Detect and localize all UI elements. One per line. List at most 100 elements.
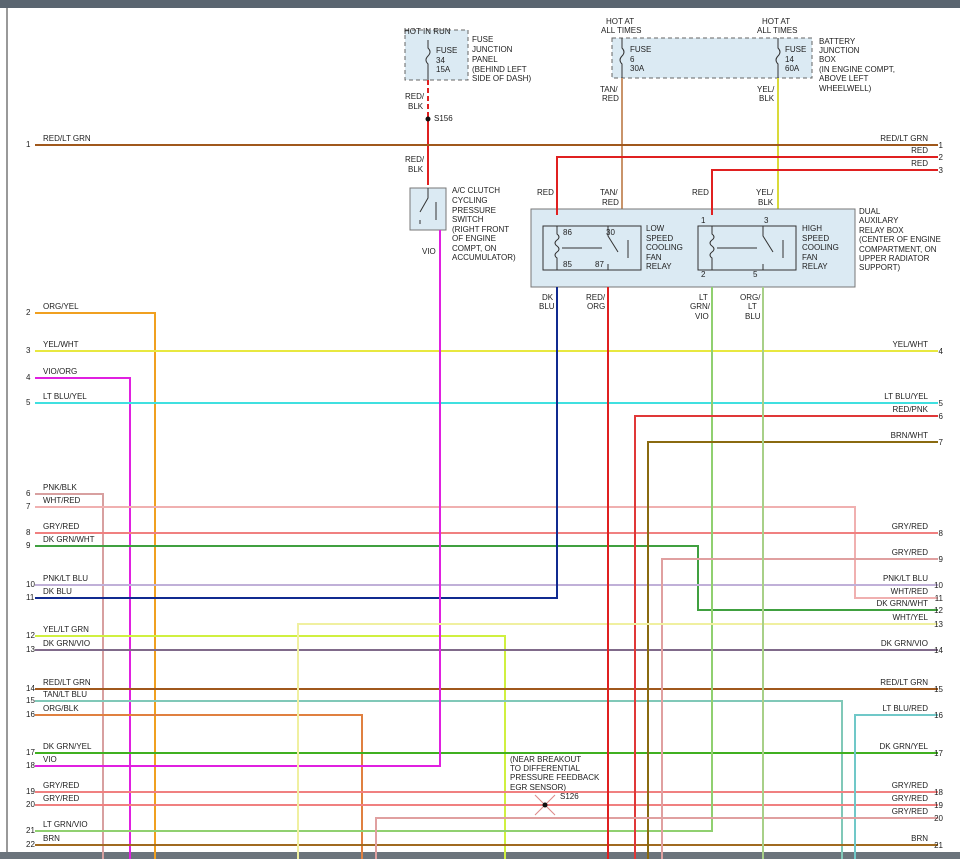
- wire: [711, 169, 938, 215]
- splice: [542, 802, 548, 808]
- pin-number: 21: [934, 841, 943, 850]
- box-desc: JUNCTION: [819, 46, 860, 55]
- fuse-label: 34: [436, 56, 445, 65]
- pin-label: 5: [753, 270, 758, 279]
- wire-label: RED: [692, 188, 709, 197]
- pin-number: 12: [26, 631, 35, 640]
- pin-number: 11: [935, 594, 944, 603]
- wire-label: WHT/RED: [43, 496, 81, 505]
- pin-number: 4: [26, 373, 31, 382]
- pin-number: 12: [934, 606, 943, 615]
- wire-label: RED/LT GRN: [43, 678, 91, 687]
- relay-name: SPEED: [646, 234, 673, 243]
- box-desc: (IN ENGINE COMPT,: [819, 65, 895, 74]
- wire-label: RED/: [405, 92, 425, 101]
- supply-label: ALL TIMES: [601, 26, 641, 35]
- splice-note: (NEAR BREAKOUT: [510, 755, 581, 764]
- splice-spokes: [534, 794, 556, 816]
- fuse-label: 14: [785, 55, 794, 64]
- pin-label: 85: [563, 260, 572, 269]
- relay-name: FAN: [646, 253, 662, 262]
- box-desc: ABOVE LEFT: [819, 74, 868, 83]
- wires: [35, 144, 938, 859]
- wire: [35, 493, 104, 859]
- relay-box-desc: SUPPORT): [859, 263, 901, 272]
- wire: [556, 156, 938, 215]
- wire-label: VIO: [43, 755, 57, 764]
- relay-box-desc: (CENTER OF ENGINE: [859, 235, 941, 244]
- wire-label: WHT/YEL: [892, 613, 928, 622]
- wire-label: RED/: [586, 293, 606, 302]
- wire-label: BLK: [408, 102, 424, 111]
- wire: [35, 287, 558, 599]
- panel-desc: PANEL: [472, 55, 498, 64]
- switch-desc: ACCUMULATOR): [452, 253, 516, 262]
- wire-label: VIO/ORG: [43, 367, 77, 376]
- pin-number: 2: [939, 153, 944, 162]
- fuse-label: FUSE: [436, 46, 457, 55]
- switch-desc: A/C CLUTCH: [452, 186, 500, 195]
- switch-desc: CYCLING: [452, 196, 488, 205]
- wire-label: TAN/: [600, 85, 618, 94]
- box-desc: WHEELWELL): [819, 84, 872, 93]
- wire-label: RED/LT GRN: [43, 134, 91, 143]
- relay-name: RELAY: [646, 262, 672, 271]
- pin-number: 3: [26, 346, 31, 355]
- wire-label: BLU: [539, 302, 555, 311]
- pin-label: 1: [701, 216, 706, 225]
- wire-label: LT BLU/YEL: [884, 392, 928, 401]
- wire-label: GRY/RED: [43, 781, 80, 790]
- relay: [542, 225, 642, 271]
- fuse-symbol: [619, 38, 781, 78]
- fuse-label: 60A: [785, 64, 800, 73]
- box-desc: BATTERY: [819, 37, 856, 46]
- pin-label: 2: [701, 270, 706, 279]
- wire-label: WHT/RED: [891, 587, 929, 596]
- wire-label: TAN/: [600, 188, 618, 197]
- wire-label: LT BLU/YEL: [43, 392, 87, 401]
- wire-label: YEL/WHT: [43, 340, 79, 349]
- wire-label: ORG: [587, 302, 605, 311]
- wire-label: BRN/WHT: [891, 431, 928, 440]
- relay-box-desc: AUXILARY: [859, 216, 899, 225]
- wire-label: LT BLU/RED: [883, 704, 929, 713]
- pin-label: 3: [764, 216, 769, 225]
- wire-label: PNK/LT BLU: [883, 574, 928, 583]
- wire-label: DK: [542, 293, 554, 302]
- panel-desc: (BEHIND LEFT: [472, 65, 527, 74]
- relay-name: HIGH: [802, 224, 822, 233]
- relay-name: LOW: [646, 224, 665, 233]
- wire-label: RED: [537, 188, 554, 197]
- pin-number: 14: [934, 646, 943, 655]
- panel-desc: FUSE: [472, 35, 493, 44]
- wire-label: DK GRN/WHT: [43, 535, 95, 544]
- pin-number: 20: [934, 814, 943, 823]
- wire-label: DK GRN/VIO: [43, 639, 90, 648]
- wire-label: VIO: [695, 312, 709, 321]
- pin-number: 3: [939, 166, 944, 175]
- pin-number: 22: [26, 840, 35, 849]
- switch-desc: OF ENGINE: [452, 234, 496, 243]
- wire-label: DK BLU: [43, 587, 72, 596]
- pin-number: 8: [939, 529, 944, 538]
- wire: [854, 714, 938, 859]
- wire-label: RED/LT GRN: [880, 134, 928, 143]
- pin-number: 10: [934, 581, 943, 590]
- supply-label: HOT AT: [762, 17, 790, 26]
- wire-label: GRY/RED: [892, 794, 929, 803]
- pin-number: 19: [934, 801, 943, 810]
- pin-number: 5: [26, 398, 31, 407]
- relay-name: FAN: [802, 253, 818, 262]
- pin-number: 13: [934, 620, 943, 629]
- pin-number: 4: [939, 347, 944, 356]
- pin-number: 11: [26, 593, 35, 602]
- wire-label: ORG/YEL: [43, 302, 79, 311]
- wire-label: ORG/: [740, 293, 761, 302]
- wire-label: DK GRN/YEL: [43, 742, 92, 751]
- wire-label: GRY/RED: [892, 807, 929, 816]
- wire: [35, 312, 156, 859]
- wire: [647, 441, 938, 859]
- wire-label: LT: [699, 293, 708, 302]
- pin-label: 30: [606, 228, 615, 237]
